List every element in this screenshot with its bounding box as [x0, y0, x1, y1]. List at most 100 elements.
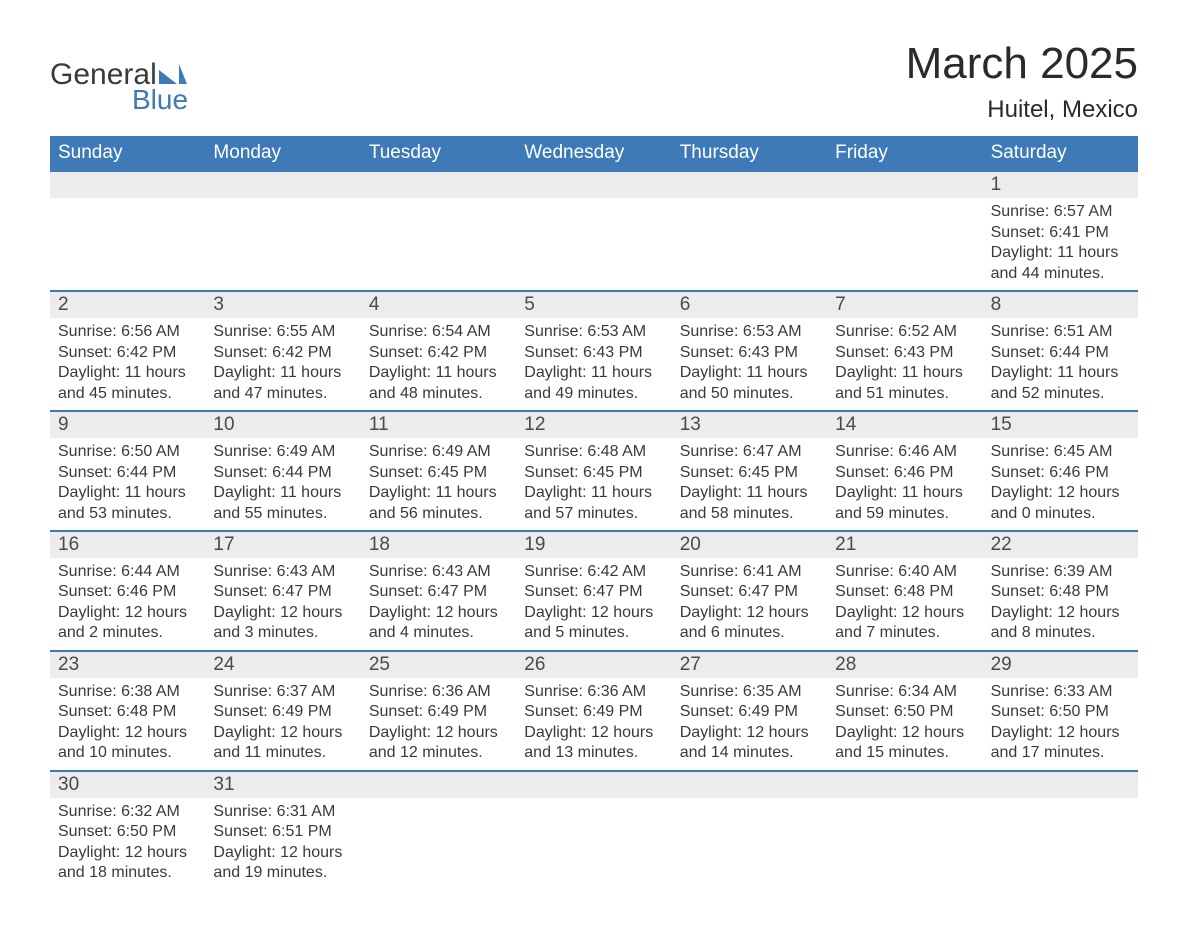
- day-sunset: Sunset: 6:45 PM: [369, 463, 508, 483]
- day-detail-cell: [827, 798, 982, 890]
- calendar-week: 16171819202122Sunrise: 6:44 AMSunset: 6:…: [50, 530, 1138, 650]
- day-detail-row: Sunrise: 6:32 AMSunset: 6:50 PMDaylight:…: [50, 798, 1138, 890]
- day-sunrise: Sunrise: 6:45 AM: [991, 442, 1130, 462]
- day-detail-cell: Sunrise: 6:40 AMSunset: 6:48 PMDaylight:…: [827, 558, 982, 650]
- day-sunrise: Sunrise: 6:35 AM: [680, 682, 819, 702]
- day-number-row: 9101112131415: [50, 410, 1138, 438]
- day-dl1: Daylight: 12 hours: [991, 483, 1130, 503]
- day-header-mon: Monday: [205, 136, 360, 172]
- day-dl2: and 18 minutes.: [58, 863, 197, 883]
- day-number-cell: 7: [827, 292, 982, 318]
- day-dl1: Daylight: 12 hours: [369, 723, 508, 743]
- day-sunset: Sunset: 6:42 PM: [58, 343, 197, 363]
- day-detail-cell: Sunrise: 6:52 AMSunset: 6:43 PMDaylight:…: [827, 318, 982, 410]
- day-number-cell: [516, 172, 671, 198]
- day-sunset: Sunset: 6:42 PM: [369, 343, 508, 363]
- day-dl2: and 47 minutes.: [213, 384, 352, 404]
- day-detail-cell: Sunrise: 6:51 AMSunset: 6:44 PMDaylight:…: [983, 318, 1138, 410]
- page-title: March 2025: [906, 40, 1138, 88]
- day-detail-cell: Sunrise: 6:55 AMSunset: 6:42 PMDaylight:…: [205, 318, 360, 410]
- day-number-cell: 15: [983, 412, 1138, 438]
- day-dl1: Daylight: 11 hours: [58, 363, 197, 383]
- day-dl2: and 13 minutes.: [524, 743, 663, 763]
- day-detail-cell: Sunrise: 6:47 AMSunset: 6:45 PMDaylight:…: [672, 438, 827, 530]
- day-detail-row: Sunrise: 6:44 AMSunset: 6:46 PMDaylight:…: [50, 558, 1138, 650]
- day-sunset: Sunset: 6:47 PM: [680, 582, 819, 602]
- day-detail-cell: Sunrise: 6:48 AMSunset: 6:45 PMDaylight:…: [516, 438, 671, 530]
- day-number-cell: 5: [516, 292, 671, 318]
- page-header: General Blue March 2025 Huitel, Mexico: [50, 40, 1138, 124]
- calendar-week: 2345678Sunrise: 6:56 AMSunset: 6:42 PMDa…: [50, 290, 1138, 410]
- day-sunrise: Sunrise: 6:48 AM: [524, 442, 663, 462]
- day-sunrise: Sunrise: 6:49 AM: [213, 442, 352, 462]
- day-sunrise: Sunrise: 6:46 AM: [835, 442, 974, 462]
- day-dl2: and 0 minutes.: [991, 504, 1130, 524]
- day-detail-cell: Sunrise: 6:31 AMSunset: 6:51 PMDaylight:…: [205, 798, 360, 890]
- day-number-cell: 16: [50, 532, 205, 558]
- day-sunset: Sunset: 6:48 PM: [835, 582, 974, 602]
- day-number-cell: 27: [672, 652, 827, 678]
- day-sunset: Sunset: 6:44 PM: [58, 463, 197, 483]
- day-number-cell: 30: [50, 772, 205, 798]
- day-dl2: and 51 minutes.: [835, 384, 974, 404]
- day-number-cell: 12: [516, 412, 671, 438]
- day-sunrise: Sunrise: 6:32 AM: [58, 802, 197, 822]
- day-number-cell: [827, 772, 982, 798]
- day-sunset: Sunset: 6:48 PM: [991, 582, 1130, 602]
- day-dl1: Daylight: 11 hours: [680, 363, 819, 383]
- day-detail-cell: Sunrise: 6:39 AMSunset: 6:48 PMDaylight:…: [983, 558, 1138, 650]
- day-dl2: and 3 minutes.: [213, 623, 352, 643]
- day-number-row: 16171819202122: [50, 530, 1138, 558]
- day-number-cell: 11: [361, 412, 516, 438]
- day-dl1: Daylight: 11 hours: [991, 243, 1130, 263]
- day-dl2: and 55 minutes.: [213, 504, 352, 524]
- day-sunrise: Sunrise: 6:55 AM: [213, 322, 352, 342]
- day-dl1: Daylight: 11 hours: [991, 363, 1130, 383]
- day-detail-cell: Sunrise: 6:37 AMSunset: 6:49 PMDaylight:…: [205, 678, 360, 770]
- weeks-container: 1Sunrise: 6:57 AMSunset: 6:41 PMDaylight…: [50, 172, 1138, 889]
- day-sunrise: Sunrise: 6:40 AM: [835, 562, 974, 582]
- day-number-row: 1: [50, 172, 1138, 198]
- logo-sail-icon: [159, 64, 187, 84]
- day-sunset: Sunset: 6:44 PM: [213, 463, 352, 483]
- day-dl2: and 6 minutes.: [680, 623, 819, 643]
- day-detail-cell: Sunrise: 6:46 AMSunset: 6:46 PMDaylight:…: [827, 438, 982, 530]
- day-detail-cell: [516, 798, 671, 890]
- day-sunset: Sunset: 6:50 PM: [835, 702, 974, 722]
- calendar-week: 1Sunrise: 6:57 AMSunset: 6:41 PMDaylight…: [50, 172, 1138, 290]
- day-detail-cell: [361, 798, 516, 890]
- day-sunrise: Sunrise: 6:31 AM: [213, 802, 352, 822]
- day-dl1: Daylight: 11 hours: [58, 483, 197, 503]
- day-number-cell: 31: [205, 772, 360, 798]
- day-detail-cell: [205, 198, 360, 290]
- day-dl2: and 8 minutes.: [991, 623, 1130, 643]
- day-detail-cell: Sunrise: 6:53 AMSunset: 6:43 PMDaylight:…: [516, 318, 671, 410]
- day-number-cell: 13: [672, 412, 827, 438]
- day-sunset: Sunset: 6:49 PM: [213, 702, 352, 722]
- day-sunset: Sunset: 6:50 PM: [58, 822, 197, 842]
- day-sunset: Sunset: 6:47 PM: [369, 582, 508, 602]
- day-dl1: Daylight: 12 hours: [213, 603, 352, 623]
- day-detail-cell: Sunrise: 6:45 AMSunset: 6:46 PMDaylight:…: [983, 438, 1138, 530]
- day-dl2: and 5 minutes.: [524, 623, 663, 643]
- day-dl1: Daylight: 12 hours: [835, 603, 974, 623]
- day-detail-cell: Sunrise: 6:34 AMSunset: 6:50 PMDaylight:…: [827, 678, 982, 770]
- day-number-cell: [361, 172, 516, 198]
- day-detail-cell: [672, 798, 827, 890]
- day-sunset: Sunset: 6:41 PM: [991, 223, 1130, 243]
- day-dl2: and 56 minutes.: [369, 504, 508, 524]
- day-detail-cell: Sunrise: 6:41 AMSunset: 6:47 PMDaylight:…: [672, 558, 827, 650]
- day-number-cell: [672, 172, 827, 198]
- day-detail-row: Sunrise: 6:38 AMSunset: 6:48 PMDaylight:…: [50, 678, 1138, 770]
- day-detail-cell: Sunrise: 6:53 AMSunset: 6:43 PMDaylight:…: [672, 318, 827, 410]
- day-dl1: Daylight: 11 hours: [213, 483, 352, 503]
- day-dl2: and 59 minutes.: [835, 504, 974, 524]
- day-number-cell: 1: [983, 172, 1138, 198]
- day-detail-cell: Sunrise: 6:57 AMSunset: 6:41 PMDaylight:…: [983, 198, 1138, 290]
- day-detail-cell: Sunrise: 6:33 AMSunset: 6:50 PMDaylight:…: [983, 678, 1138, 770]
- day-number-cell: [983, 772, 1138, 798]
- day-dl2: and 19 minutes.: [213, 863, 352, 883]
- day-dl1: Daylight: 12 hours: [835, 723, 974, 743]
- day-dl1: Daylight: 12 hours: [680, 603, 819, 623]
- day-sunset: Sunset: 6:46 PM: [991, 463, 1130, 483]
